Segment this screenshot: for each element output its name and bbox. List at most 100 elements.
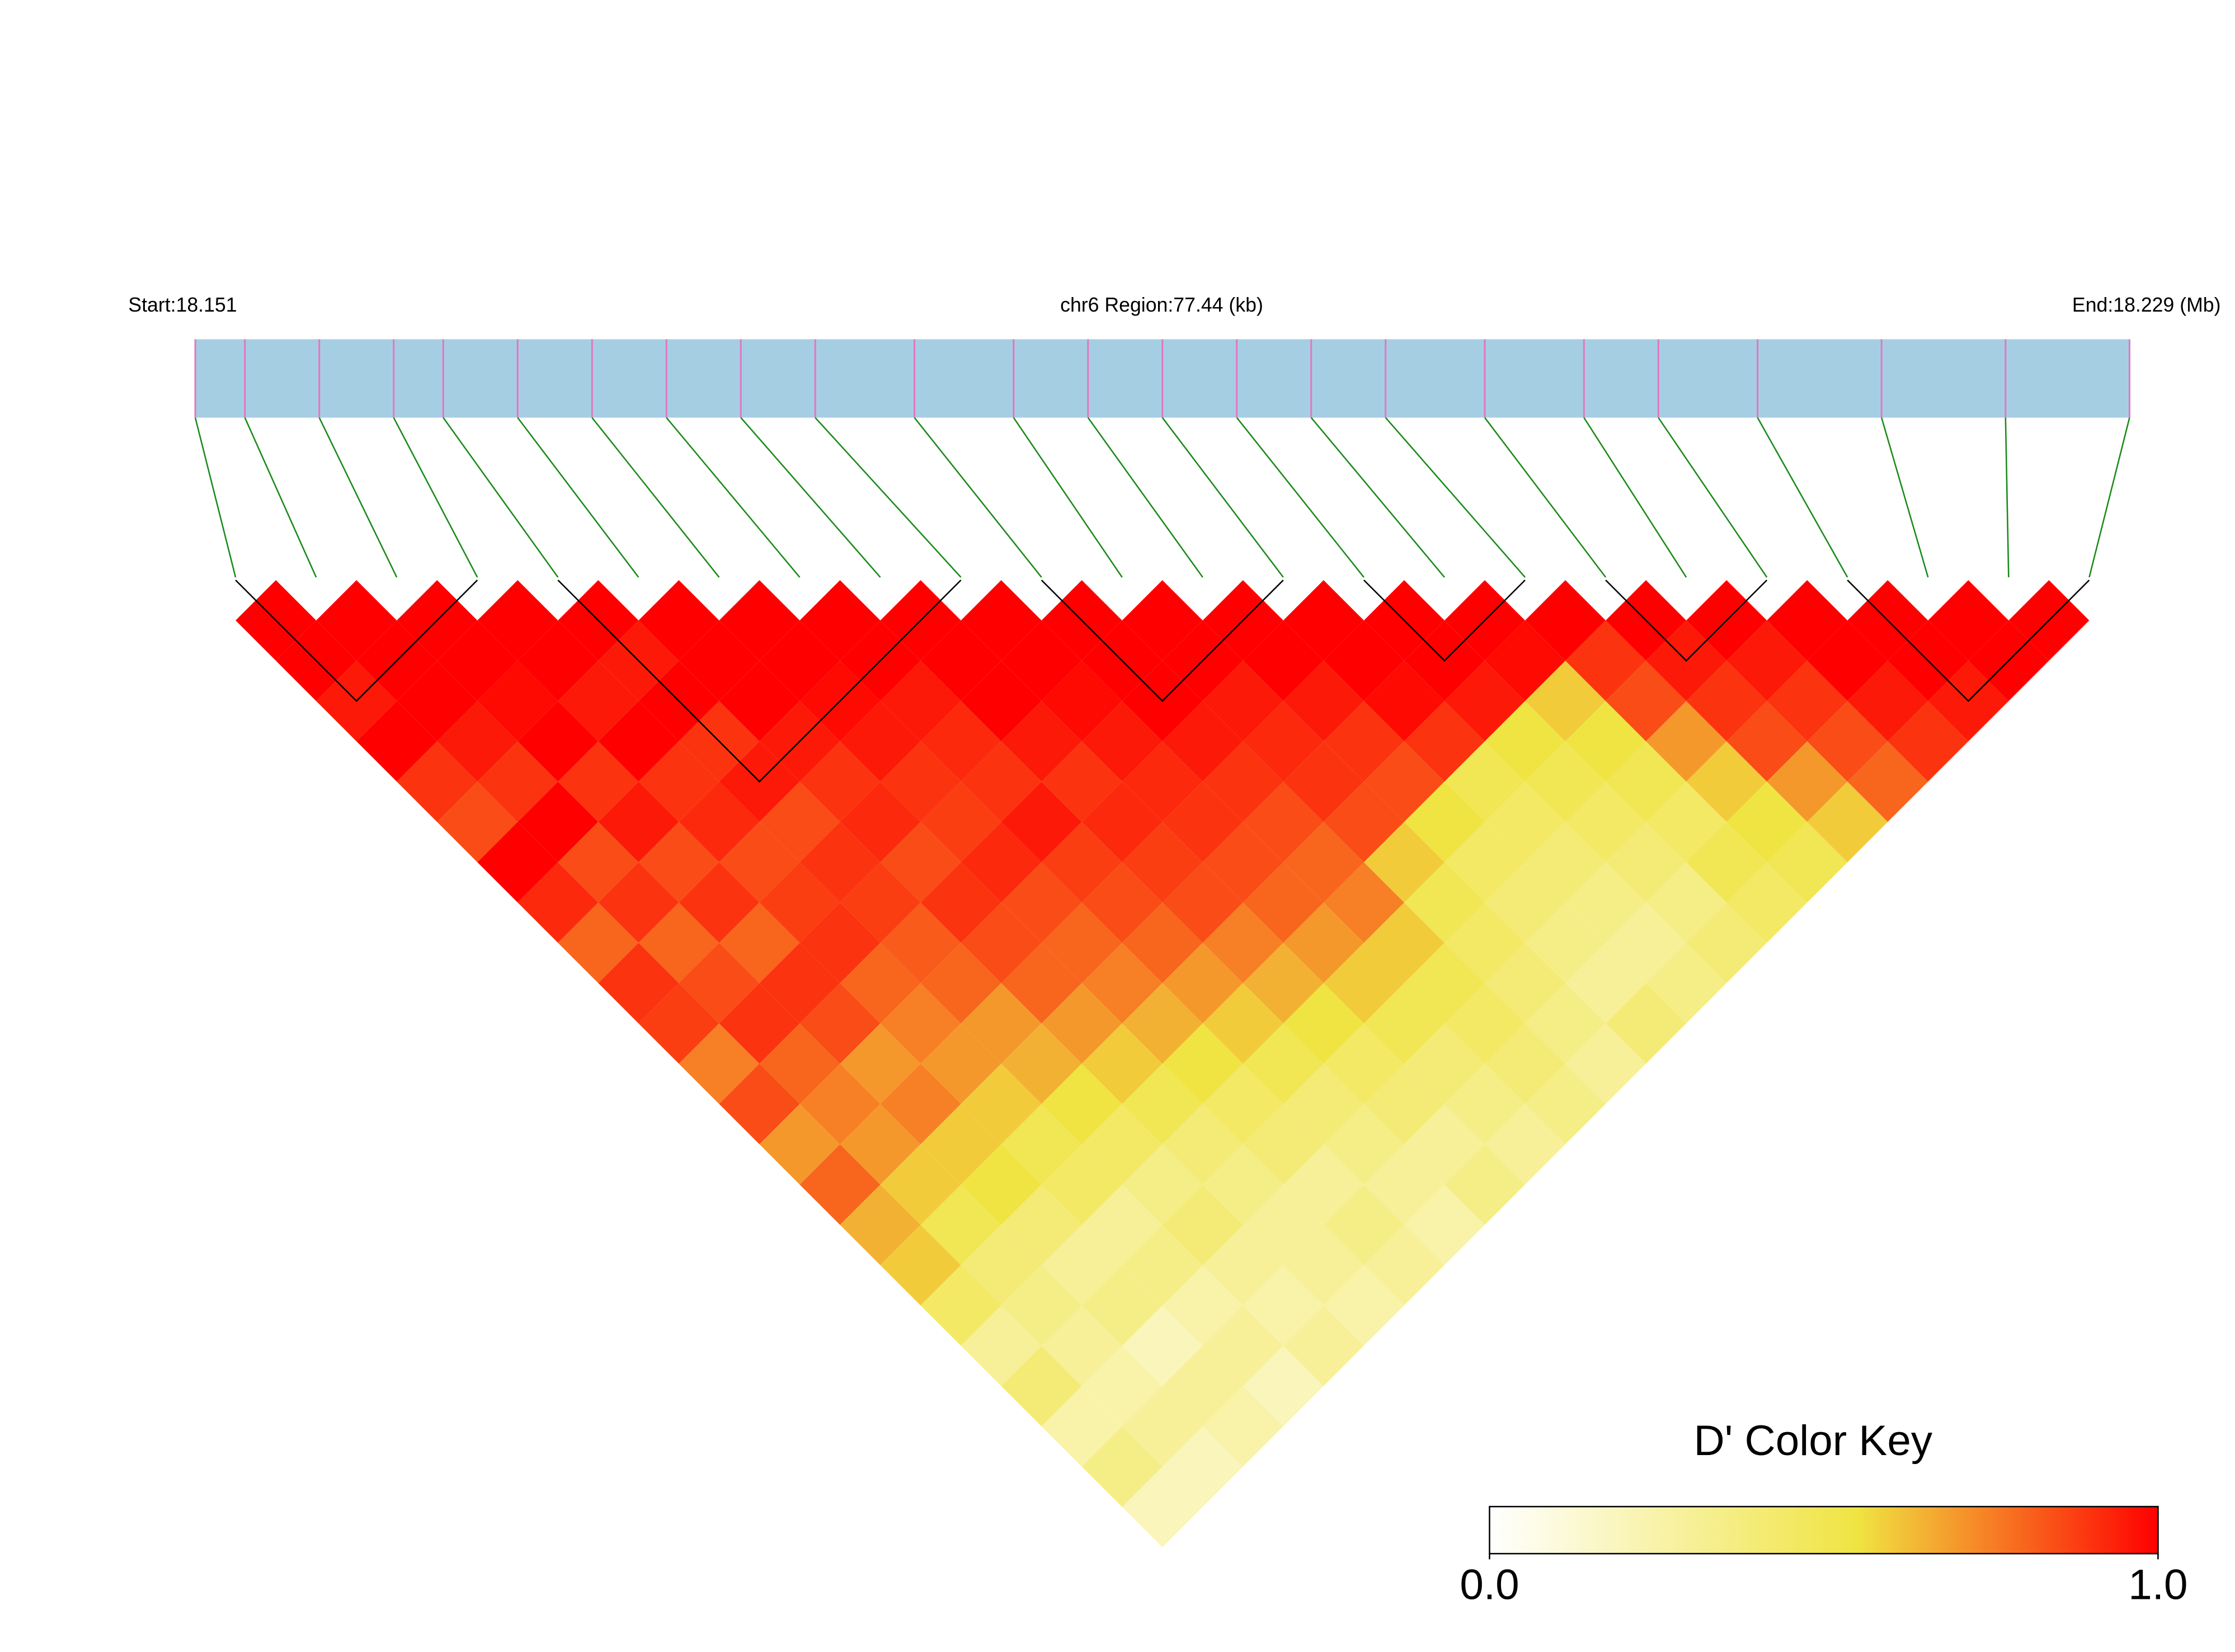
snp-connector <box>1880 417 1929 578</box>
snp-connector <box>1087 417 1203 578</box>
color-key <box>1489 1505 2159 1555</box>
snp-connector <box>591 417 720 578</box>
ld-cell <box>1122 1225 1203 1306</box>
ld-cell <box>638 741 719 822</box>
snp-connector <box>1757 417 1848 578</box>
snp-connector <box>2088 417 2130 578</box>
snp-connector <box>393 417 478 578</box>
ld-cell <box>1243 1345 1324 1427</box>
snp-connector <box>1310 417 1445 578</box>
ld-cell <box>1081 1184 1163 1265</box>
ld-cell <box>1606 741 1687 822</box>
ld-cell <box>437 620 518 702</box>
snp-connector <box>517 417 639 578</box>
ld-cell <box>1202 1063 1283 1145</box>
snp-connector <box>666 417 801 578</box>
ld-cell <box>1122 580 1203 661</box>
ld-cell <box>1444 661 1526 742</box>
ld-cell <box>1122 1305 1203 1386</box>
key-tick-label: 1.0 <box>2128 1561 2187 1609</box>
ld-cell <box>679 1023 760 1104</box>
snp-connector <box>318 417 398 578</box>
ld-cell <box>920 782 1001 863</box>
ld-cell <box>1162 1265 1243 1346</box>
ld-cell <box>1283 580 1364 661</box>
ld-cell <box>1726 862 1808 943</box>
ld-cell <box>1363 1063 1444 1145</box>
ld-cell <box>1041 1063 1122 1145</box>
ld-cell <box>1283 1305 1364 1386</box>
ld-cell <box>1444 1144 1526 1225</box>
ld-cell <box>1001 1345 1082 1427</box>
ld-cell <box>1807 620 1888 702</box>
ld-cell <box>397 741 478 822</box>
ld-cell <box>1122 741 1203 822</box>
ld-cell <box>1363 1225 1444 1306</box>
ld-cell <box>477 741 558 822</box>
snp-connector <box>914 417 1042 578</box>
snp-connector <box>443 417 559 578</box>
ld-cell <box>1726 782 1808 863</box>
ld-cell <box>558 902 639 983</box>
haplotype-block <box>1041 580 1284 702</box>
ld-cell <box>679 782 760 863</box>
ld-cell <box>1686 902 1767 983</box>
ld-cell <box>880 661 961 742</box>
ld-cell <box>719 1063 800 1145</box>
haplotype-block <box>235 580 478 702</box>
ld-cell <box>1122 1466 1203 1547</box>
ld-cell <box>920 1023 1001 1104</box>
ld-cell <box>1807 701 1888 782</box>
ld-cell <box>1323 782 1404 863</box>
ld-cell <box>1565 862 1646 943</box>
ld-cell <box>477 822 558 903</box>
ld-cell <box>1726 701 1808 782</box>
ld-cell <box>880 983 961 1064</box>
ld-cell <box>1646 782 1727 863</box>
snp-connector <box>1161 417 1284 578</box>
ld-cell <box>1323 1184 1404 1265</box>
ld-cell <box>1444 983 1526 1064</box>
ld-cell <box>437 782 518 863</box>
snp-connector <box>244 417 317 578</box>
ld-cell <box>1686 822 1767 903</box>
start-label: Start:18.151 <box>128 294 237 316</box>
ld-cell <box>1283 1144 1364 1225</box>
key-tick-label: 0.0 <box>1460 1561 1519 1609</box>
snp-connector <box>1236 417 1364 578</box>
ld-cell <box>1283 902 1364 983</box>
key-title: D' Color Key <box>1694 1417 1933 1465</box>
end-label: End:18.229 (Mb) <box>2072 294 2221 316</box>
ld-cell <box>1767 580 1848 661</box>
haplotype-block <box>557 580 962 783</box>
haplotype-block <box>1605 580 1768 662</box>
ld-cell <box>1283 1063 1364 1145</box>
ld-cell <box>1363 661 1444 742</box>
ld-cell <box>1726 620 1808 702</box>
ld-cell <box>1243 1104 1324 1185</box>
ld-cell <box>1444 822 1526 903</box>
ld-cell <box>1767 822 1848 903</box>
ld-cell <box>477 661 558 742</box>
ld-cell <box>1565 620 1646 702</box>
region-label: chr6 Region:77.44 (kb) <box>1060 294 1263 316</box>
haplotype-block <box>1363 580 1526 662</box>
ld-cell <box>397 661 478 742</box>
snp-connector <box>2005 417 2010 577</box>
snp-connector <box>194 417 237 578</box>
ld-cell <box>880 1063 961 1145</box>
snp-connector <box>1484 417 1607 578</box>
ld-cell <box>719 661 800 742</box>
ld-cell <box>1807 782 1888 863</box>
ld-cell <box>1606 822 1687 903</box>
ld-cell <box>1525 580 1606 661</box>
ld-cell <box>1081 782 1163 863</box>
ld-cell <box>316 580 397 661</box>
snp-connector <box>1385 417 1526 578</box>
ld-cell <box>1323 620 1404 702</box>
ld-cell <box>880 1225 961 1306</box>
snp-connector <box>1583 417 1687 578</box>
snp-connector <box>1658 417 1768 578</box>
ld-cell <box>1081 1426 1163 1507</box>
